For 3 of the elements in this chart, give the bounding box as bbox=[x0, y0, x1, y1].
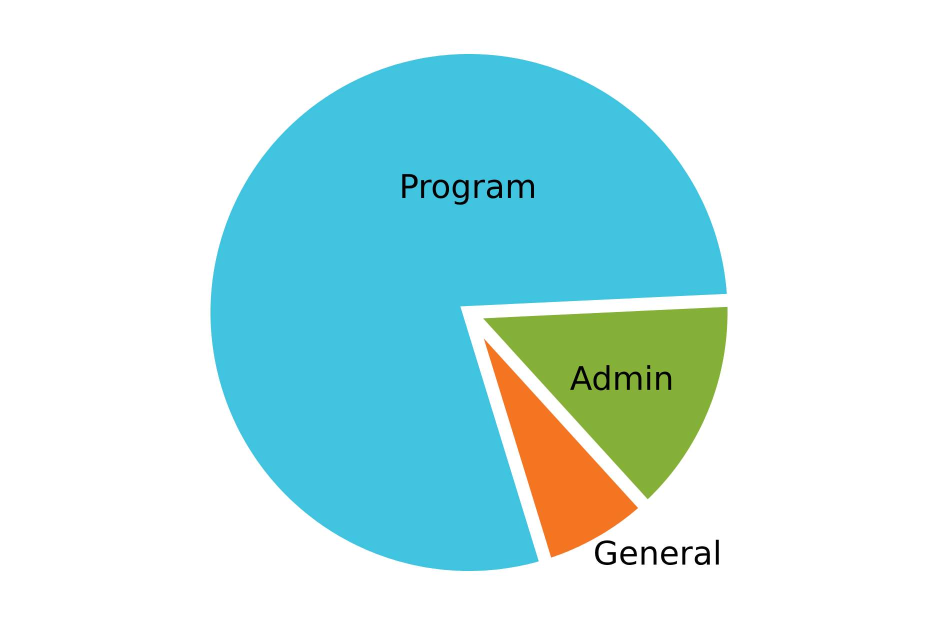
slice-label: Program bbox=[402, 174, 534, 205]
slice-label: General bbox=[595, 540, 719, 566]
slice-label: Admin bbox=[570, 365, 672, 390]
